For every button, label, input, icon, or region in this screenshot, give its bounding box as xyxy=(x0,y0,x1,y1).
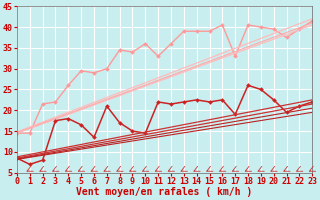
X-axis label: Vent moyen/en rafales ( km/h ): Vent moyen/en rafales ( km/h ) xyxy=(76,187,253,197)
